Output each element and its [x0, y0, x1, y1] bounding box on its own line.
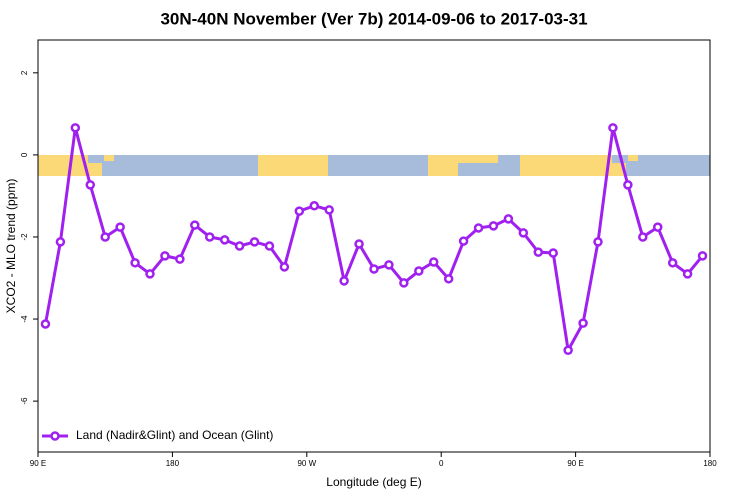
data-point — [369, 264, 379, 274]
data-point — [234, 241, 245, 251]
data-point — [593, 237, 603, 247]
x-tick-label: 90 W — [297, 459, 316, 468]
land-patch — [428, 155, 458, 176]
data-point — [488, 221, 499, 231]
data-point — [354, 239, 364, 249]
data-point — [204, 232, 215, 242]
y-axis-label: XCO2 - MLO trend (ppm) — [4, 179, 18, 314]
data-point — [578, 318, 588, 328]
y-tick-label: 0 — [20, 152, 29, 157]
data-point — [443, 274, 454, 284]
data-point — [40, 319, 51, 329]
plot-frame — [37, 39, 711, 453]
land-patch — [104, 155, 114, 161]
data-point — [473, 223, 484, 233]
data-point — [324, 205, 334, 215]
data-point — [175, 254, 185, 264]
data-point — [85, 180, 96, 190]
data-point — [518, 228, 529, 238]
chart-title: 30N-40N November (Ver 7b) 2014-09-06 to … — [160, 9, 587, 28]
x-axis-label: Longitude (deg E) — [326, 475, 421, 489]
y-tick-label: -6 — [20, 397, 29, 405]
legend-marker — [50, 431, 60, 441]
data-point — [548, 248, 558, 258]
data-point — [100, 232, 110, 242]
y-tick-label: -2 — [20, 233, 29, 241]
data-point — [399, 278, 409, 288]
data-point — [682, 269, 693, 279]
data-point — [190, 220, 200, 230]
data-point — [638, 232, 648, 242]
x-tick-label: 90 E — [567, 459, 583, 468]
x-tick-label: 90 E — [30, 459, 46, 468]
x-tick-label: 180 — [703, 459, 717, 468]
data-point — [219, 235, 230, 245]
land-patch — [628, 155, 638, 161]
data-point — [697, 251, 708, 261]
land-patch — [38, 155, 88, 176]
data-point — [503, 214, 514, 224]
y-tick-label: -4 — [20, 315, 29, 323]
x-tick-label: 180 — [166, 459, 180, 468]
x-tick-label: 0 — [439, 459, 444, 468]
data-point — [309, 201, 320, 211]
data-point — [115, 222, 125, 232]
data-point — [70, 123, 81, 133]
data-point — [414, 266, 424, 276]
data-point — [55, 237, 66, 247]
data-point — [264, 241, 275, 251]
data-point — [428, 257, 439, 267]
data-point — [145, 269, 155, 279]
legend-label: Land (Nadir&Glint) and Ocean (Glint) — [76, 428, 273, 442]
land-patch — [458, 155, 498, 163]
data-point — [608, 123, 618, 133]
data-point — [160, 251, 170, 261]
data-point — [249, 237, 260, 247]
data-point — [279, 262, 290, 272]
data-point — [294, 206, 305, 216]
land-patch — [520, 155, 612, 176]
data-point — [339, 276, 349, 286]
data-point — [652, 222, 663, 232]
land-patch — [258, 155, 328, 176]
data-point — [384, 260, 394, 270]
map-band — [38, 155, 710, 176]
data-point — [623, 180, 633, 190]
data-point — [458, 236, 469, 246]
data-point — [563, 345, 573, 355]
y-tick-label: 2 — [20, 70, 29, 75]
land-patch — [88, 163, 102, 176]
data-point — [667, 258, 678, 268]
data-point — [130, 258, 140, 268]
data-point — [533, 247, 544, 257]
